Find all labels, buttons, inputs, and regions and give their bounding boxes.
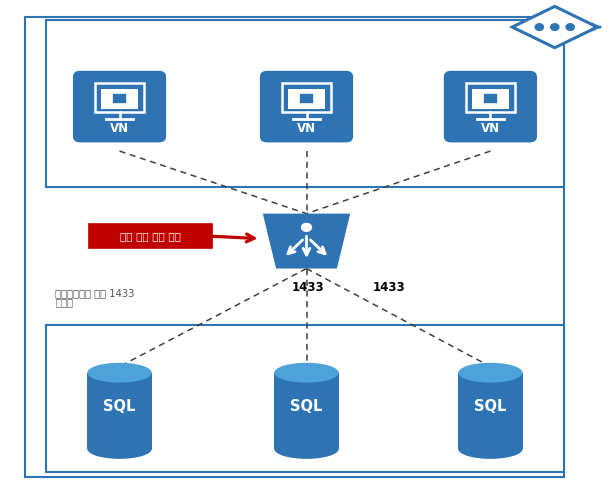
FancyBboxPatch shape [472, 89, 509, 109]
FancyBboxPatch shape [73, 71, 166, 142]
Ellipse shape [275, 439, 338, 459]
Polygon shape [263, 214, 350, 269]
Text: 데이터베이스 계층 1433: 데이터베이스 계층 1433 [55, 288, 134, 298]
Text: VN: VN [110, 122, 129, 135]
FancyBboxPatch shape [299, 93, 314, 104]
FancyBboxPatch shape [95, 83, 144, 112]
FancyBboxPatch shape [46, 325, 564, 472]
Text: 1433: 1433 [292, 281, 325, 294]
FancyBboxPatch shape [260, 71, 353, 142]
FancyBboxPatch shape [282, 83, 331, 112]
Text: 서브넷: 서브넷 [55, 298, 73, 308]
Circle shape [550, 24, 559, 31]
Ellipse shape [459, 363, 522, 383]
FancyBboxPatch shape [88, 373, 152, 449]
FancyBboxPatch shape [25, 17, 564, 477]
Text: VN: VN [481, 122, 500, 135]
Polygon shape [512, 6, 597, 48]
FancyBboxPatch shape [444, 71, 537, 142]
Text: 내부 부하 분산 장치: 내부 부하 분산 장치 [120, 231, 181, 241]
Ellipse shape [275, 363, 338, 383]
FancyBboxPatch shape [275, 373, 338, 449]
FancyBboxPatch shape [88, 224, 212, 248]
Ellipse shape [88, 439, 152, 459]
Text: SQL: SQL [474, 400, 506, 414]
FancyBboxPatch shape [46, 20, 564, 187]
Text: SQL: SQL [104, 400, 135, 414]
Text: VN: VN [297, 122, 316, 135]
FancyBboxPatch shape [466, 83, 515, 112]
FancyBboxPatch shape [459, 373, 522, 449]
FancyBboxPatch shape [112, 93, 128, 104]
FancyBboxPatch shape [288, 89, 325, 109]
Circle shape [566, 24, 574, 31]
Ellipse shape [88, 363, 152, 383]
Circle shape [535, 24, 544, 31]
FancyBboxPatch shape [101, 89, 138, 109]
Ellipse shape [459, 439, 522, 459]
Circle shape [302, 223, 311, 231]
FancyBboxPatch shape [482, 93, 498, 104]
Text: SQL: SQL [291, 400, 322, 414]
Text: 1433: 1433 [373, 281, 406, 294]
